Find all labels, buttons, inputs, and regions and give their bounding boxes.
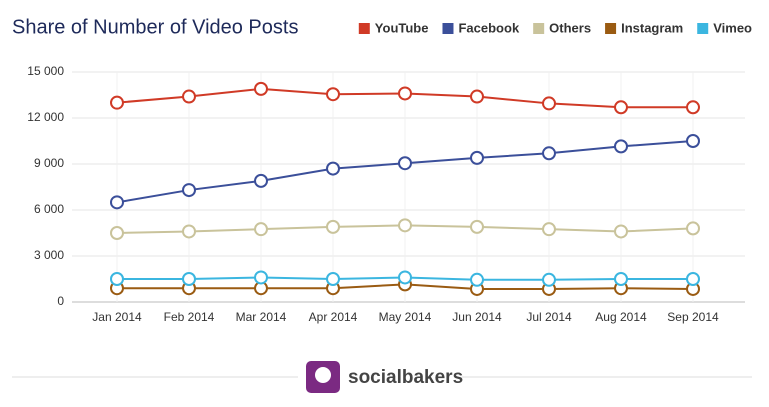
x-tick-label: Jul 2014 [526,310,572,324]
data-point [686,221,700,236]
y-tick-label: 15 000 [27,64,64,78]
x-tick-label: May 2014 [379,310,432,324]
legend-label: Instagram [621,20,683,35]
data-point [326,272,340,286]
data-point [110,195,124,210]
data-point [542,222,556,237]
y-tick-label: 0 [57,294,64,308]
x-tick-label: Aug 2014 [595,310,647,324]
legend-swatch [358,23,370,34]
brand-logo-mark [315,367,331,383]
data-point [614,100,628,115]
data-point [542,272,556,287]
data-point [326,161,340,176]
data-point [686,100,700,115]
data-point [110,95,124,110]
data-point [398,156,412,171]
y-tick-label: 12 000 [27,110,64,124]
x-tick-label: Mar 2014 [236,310,287,324]
legend-label: Facebook [458,20,519,35]
data-point [398,86,412,101]
data-point [182,272,196,286]
data-point [326,219,340,234]
data-point [254,222,268,237]
data-point [542,96,556,111]
data-point [686,272,700,286]
data-point [254,270,268,285]
x-tick-label: Jun 2014 [452,310,502,324]
legend-swatch [605,23,617,34]
data-point [182,89,196,104]
data-point [182,224,196,239]
data-point [614,139,628,154]
data-point [542,146,556,161]
chart-title: Share of Number of Video Posts [12,16,298,38]
legend-label: YouTube [375,20,429,35]
x-tick-label: Sep 2014 [667,310,719,324]
x-tick-label: Jan 2014 [92,310,142,324]
data-point [614,224,628,239]
x-tick-label: Feb 2014 [164,310,215,324]
data-point [398,270,412,285]
legend-label: Others [549,20,591,35]
data-point [470,219,484,234]
data-point [686,134,700,148]
data-point [110,226,124,240]
data-point [470,89,484,104]
x-tick-label: Apr 2014 [309,310,358,324]
legend-swatch [697,23,709,34]
legend-swatch [442,23,454,34]
brand-name: socialbakers [348,367,463,388]
data-point [614,272,628,286]
data-point [254,173,268,188]
data-point [398,218,412,233]
data-point [326,87,340,102]
y-tick-label: 3 000 [34,248,64,262]
data-point [470,272,484,287]
data-point [110,272,124,286]
y-tick-label: 9 000 [34,156,64,170]
y-tick-label: 6 000 [34,202,64,216]
legend-label: Vimeo [713,20,752,35]
legend-swatch [533,23,545,34]
data-point [254,81,268,96]
data-point [470,150,484,165]
data-point [182,183,196,198]
